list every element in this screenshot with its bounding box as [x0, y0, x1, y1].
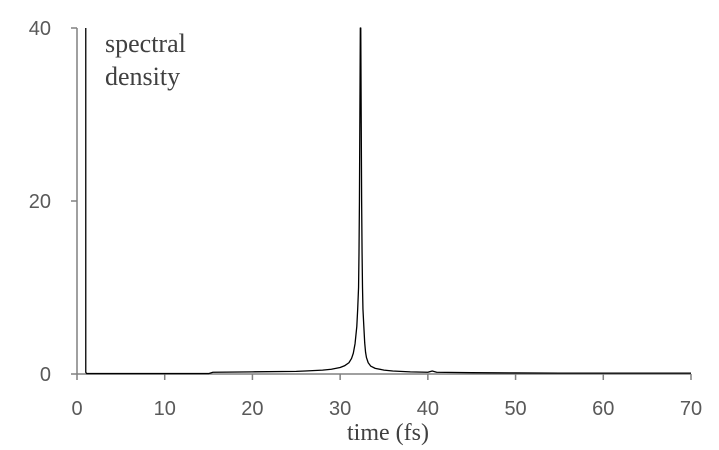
x-axis-title: time (fs) [347, 420, 429, 446]
y-axis: 0 20 40 [29, 18, 78, 386]
series-line [85, 27, 691, 375]
plot-area [85, 27, 691, 375]
y-tick-label: 20 [29, 191, 51, 213]
y-tick-label: 40 [29, 18, 51, 40]
x-tick-label: 20 [241, 398, 263, 420]
x-axis: 0 10 20 30 40 50 60 70 [71, 373, 702, 420]
x-tick-label: 40 [417, 398, 439, 420]
x-tick-label: 70 [680, 398, 702, 420]
x-tick-label: 10 [154, 398, 176, 420]
x-tick-label: 0 [71, 398, 82, 420]
x-tick-label: 50 [504, 398, 526, 420]
y-tick-label: 0 [40, 364, 51, 386]
x-tick-label: 30 [329, 398, 351, 420]
annotation-line-1: spectral [105, 29, 186, 58]
x-tick-label: 60 [592, 398, 614, 420]
annotation-line-2: density [105, 62, 180, 91]
